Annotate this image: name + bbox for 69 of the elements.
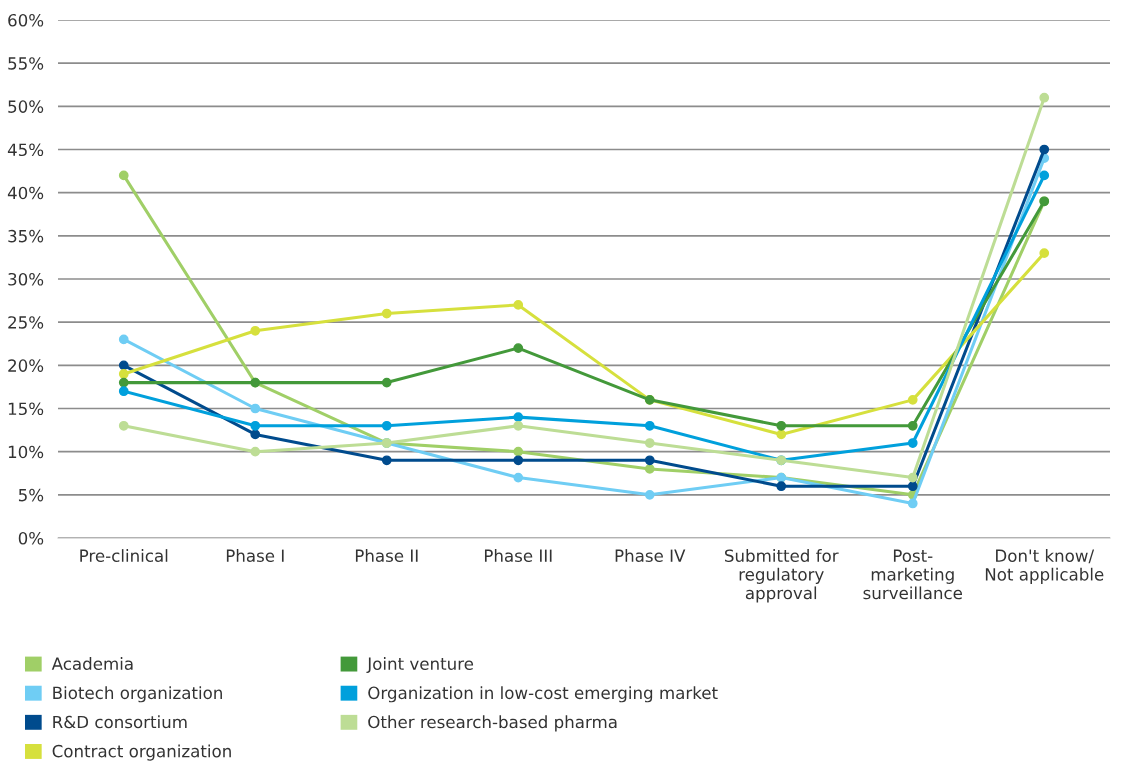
x-tick-label: Post- marketing surveillance — [863, 549, 963, 600]
y-tick-label: 5% — [18, 488, 44, 502]
point — [644, 420, 655, 431]
legend-label: Other research-based pharma — [368, 715, 617, 732]
point — [907, 438, 918, 448]
y-tick-label: 45% — [7, 143, 44, 157]
point — [118, 334, 129, 345]
point — [250, 446, 261, 457]
point — [907, 472, 918, 483]
y-tick-label: 25% — [8, 316, 44, 329]
y-tick-label: 55% — [8, 57, 44, 70]
point — [250, 429, 261, 440]
y-tick-label: 60% — [8, 13, 44, 27]
point — [118, 386, 129, 397]
point — [644, 438, 655, 448]
x-tick-label: Phase III — [484, 549, 552, 563]
y-tick-label: 10% — [8, 445, 44, 459]
point — [776, 429, 787, 440]
legend-label: R&D consortium — [53, 715, 187, 729]
point — [1039, 92, 1050, 103]
point — [381, 420, 392, 431]
legend-label: Biotech organization — [53, 686, 222, 703]
point — [250, 420, 261, 431]
x-tick-label: Don't know/ Not applicable — [985, 549, 1104, 584]
point — [381, 377, 392, 388]
point — [513, 300, 524, 310]
y-tick-label: 0% — [18, 531, 44, 545]
legend-label: Academia — [51, 657, 133, 670]
x-tick-label: Submitted for regulatory approval — [725, 549, 839, 603]
point — [118, 170, 129, 181]
point — [513, 412, 524, 422]
x-tick-label: Pre-clinical — [80, 549, 168, 563]
x-tick-label: Phase I — [226, 549, 284, 563]
point — [118, 420, 129, 431]
point — [644, 455, 655, 466]
point — [513, 472, 524, 483]
y-tick-label: 30% — [8, 272, 44, 286]
point — [250, 325, 261, 336]
point — [1039, 170, 1050, 181]
x-tick-label: Phase II — [355, 549, 418, 563]
point — [644, 464, 655, 474]
point — [907, 498, 918, 509]
point — [907, 481, 918, 492]
point — [513, 455, 524, 466]
point — [118, 360, 129, 371]
point — [250, 403, 261, 414]
y-tick-label: 40% — [7, 186, 44, 200]
y-tick-label: 50% — [8, 100, 44, 113]
point — [381, 308, 392, 319]
point — [776, 420, 787, 431]
y-tick-label: 35% — [8, 229, 44, 243]
y-tick-label: 20% — [8, 359, 44, 372]
point — [907, 395, 918, 405]
legend-label: Joint venture — [366, 657, 474, 674]
point — [513, 420, 524, 431]
point — [118, 377, 129, 388]
x-tick-label: Phase IV — [615, 549, 686, 563]
point — [118, 369, 129, 379]
point — [1039, 144, 1050, 155]
point — [644, 489, 655, 500]
legend-label: Contract organization — [52, 744, 231, 761]
point — [513, 446, 524, 457]
point — [776, 481, 787, 492]
y-tick-label: 15% — [8, 402, 44, 416]
point — [907, 420, 918, 431]
legend-label: Organization in low-cost emerging market — [368, 686, 718, 703]
point — [381, 455, 392, 466]
point — [513, 343, 524, 353]
point — [1039, 248, 1050, 258]
